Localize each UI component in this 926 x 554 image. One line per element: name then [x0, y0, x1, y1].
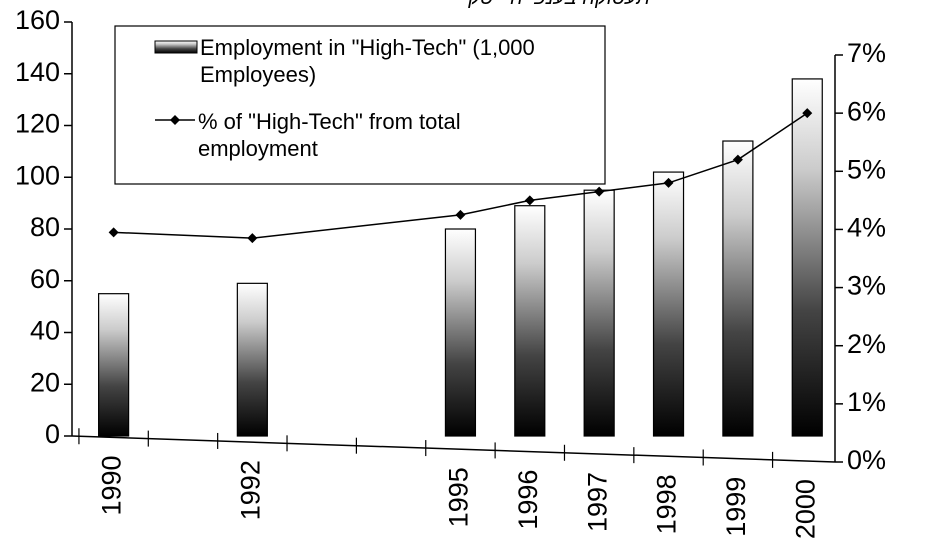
bar — [583, 189, 615, 437]
chart-title: תעסוקה בענפי היי-טק — [467, 0, 650, 9]
bar — [236, 282, 268, 437]
x-tick-label: 1996 — [513, 470, 543, 530]
line — [113, 112, 808, 239]
x-axis — [71, 435, 836, 463]
line-marker — [594, 186, 605, 197]
line-marker — [455, 209, 466, 220]
bar — [444, 228, 477, 437]
bar — [514, 205, 546, 437]
legend-bar-swatch — [154, 40, 198, 54]
y-tick-label: 60 — [30, 264, 60, 294]
bar — [722, 140, 754, 437]
y2-tick-label: 6% — [847, 96, 886, 126]
x-tick-label: 1997 — [582, 472, 612, 532]
y-tick-label: 140 — [15, 57, 60, 87]
x-tick-label: 1995 — [444, 467, 474, 527]
legend-marker — [170, 115, 180, 125]
y2-tick-label: 1% — [847, 387, 886, 417]
bar — [791, 78, 823, 437]
y2-tick-label: 3% — [847, 271, 886, 301]
bar — [98, 293, 130, 437]
y2-tick-label: 4% — [847, 213, 886, 243]
y-tick-label: 20 — [30, 367, 60, 397]
x-tick-label: 1990 — [97, 455, 127, 515]
y2-tick-label: 0% — [847, 445, 886, 475]
y2-tick-label: 2% — [847, 329, 886, 359]
x-tick-label: 1992 — [235, 460, 265, 520]
legend-label: Employment in "High-Tech" (1,000 Employe… — [200, 35, 535, 87]
y-tick-label: 100 — [15, 160, 60, 190]
y-tick-label: 160 — [15, 5, 60, 35]
line-marker — [524, 195, 535, 206]
line-marker — [732, 154, 743, 165]
y2-tick-label: 7% — [847, 38, 886, 68]
x-tick-label: 1998 — [652, 474, 682, 534]
y-tick-label: 40 — [30, 316, 60, 346]
line-marker — [663, 177, 674, 188]
y-tick-label: 120 — [15, 109, 60, 139]
bar — [652, 171, 685, 437]
line-marker — [247, 233, 258, 244]
y2-tick-label: 5% — [847, 154, 886, 184]
legend-label: % of "High-Tech" from total employment — [198, 109, 461, 161]
x-tick-label: 2000 — [790, 479, 820, 539]
line-marker — [802, 108, 813, 119]
y-tick-label: 80 — [30, 212, 60, 242]
line-marker — [108, 227, 119, 238]
y-tick-label: 0 — [45, 419, 60, 449]
x-tick-label: 1999 — [721, 477, 751, 537]
